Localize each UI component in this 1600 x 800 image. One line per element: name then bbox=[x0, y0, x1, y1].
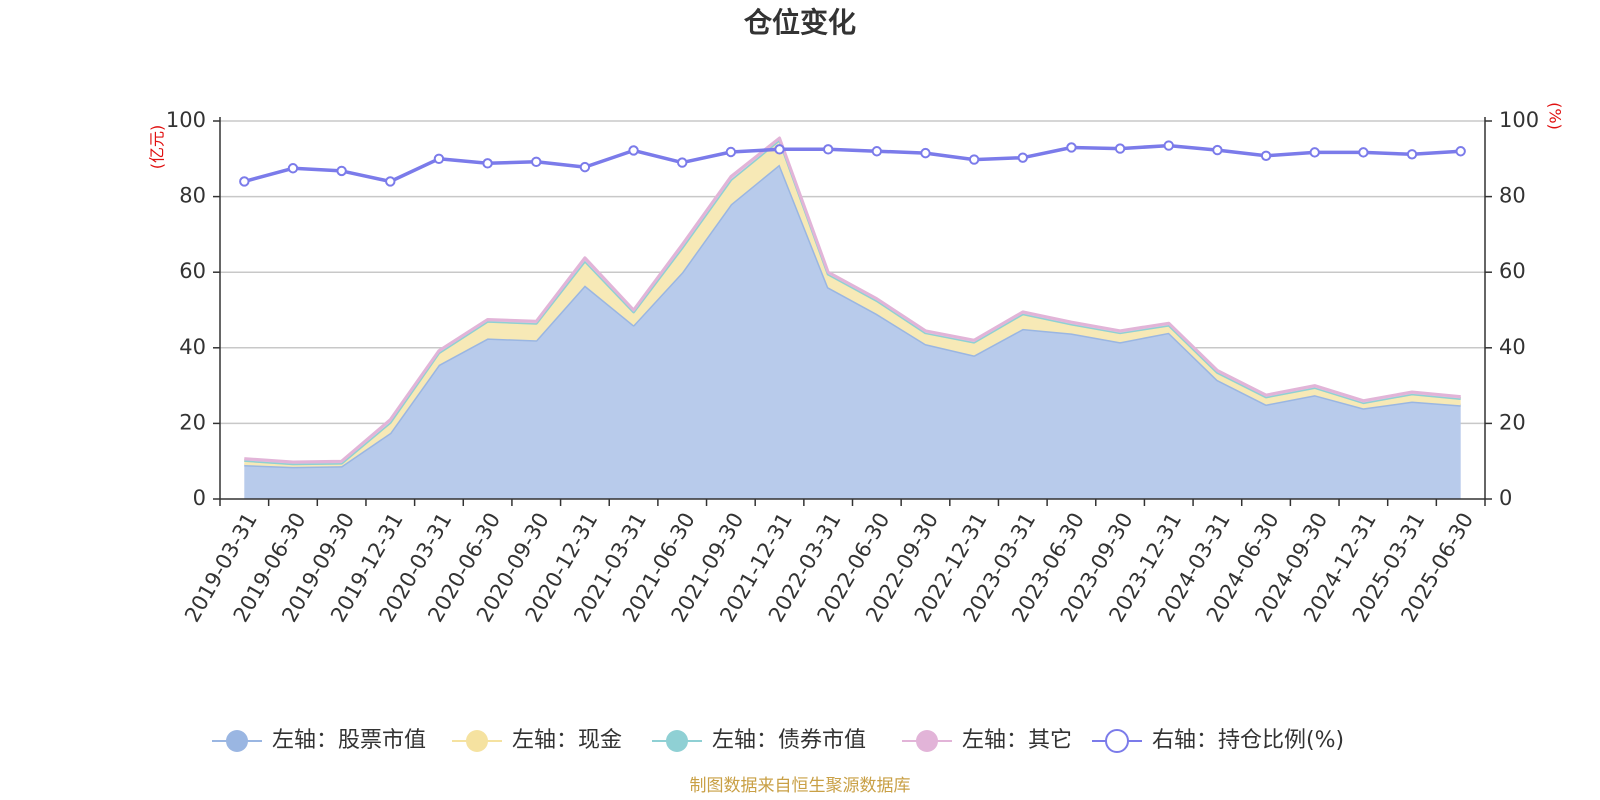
holding-ratio-series bbox=[239, 140, 1466, 187]
ratio-point bbox=[385, 176, 396, 187]
chart-title: 仓位变化 bbox=[744, 6, 856, 39]
right-axis-tick-label: 40 bbox=[1499, 335, 1526, 359]
ratio-point bbox=[822, 144, 834, 155]
ratio-point bbox=[1260, 150, 1272, 161]
ratio-point bbox=[287, 163, 299, 174]
right-axis-tick-label: 20 bbox=[1499, 410, 1526, 434]
left-axis-tick-label: 40 bbox=[179, 335, 206, 359]
ratio-point bbox=[920, 147, 931, 159]
legend-label-2: 左轴：债券市值 bbox=[712, 728, 866, 753]
ratio-point bbox=[1406, 149, 1418, 160]
ratio-point bbox=[531, 156, 542, 168]
ratio-point bbox=[579, 161, 591, 173]
legend-marker-0 bbox=[226, 730, 248, 752]
legend-label-4: 右轴：持仓比例(%) bbox=[1152, 728, 1344, 753]
legend-marker-3 bbox=[916, 730, 938, 752]
ratio-point bbox=[482, 158, 493, 169]
ratio-point bbox=[1017, 152, 1028, 163]
legend-label-3: 左轴：其它 bbox=[962, 728, 1072, 753]
legend: 左轴：股票市值 左轴：现金 左轴：债券市值 左轴：其它 右轴：持仓比例(%) bbox=[212, 728, 1344, 753]
area-series-line-3 bbox=[244, 136, 1461, 464]
legend-marker-1 bbox=[466, 730, 488, 752]
left-axis-unit: (亿元) bbox=[148, 125, 167, 170]
ratio-point bbox=[725, 146, 737, 158]
ratio-point bbox=[1309, 147, 1320, 158]
left-axis-tick-label: 20 bbox=[179, 410, 206, 434]
ratio-point bbox=[871, 146, 883, 157]
right-axis-tick-label: 60 bbox=[1499, 259, 1526, 283]
right-axis-unit: (%) bbox=[1546, 102, 1565, 130]
left-axis-tick-label: 80 bbox=[179, 184, 206, 208]
ratio-point bbox=[239, 176, 250, 187]
left-axis-tick-label: 100 bbox=[166, 108, 206, 132]
ratio-point bbox=[336, 165, 347, 177]
data-source-note: 制图数据来自恒生聚源数据库 bbox=[690, 776, 911, 796]
ratio-point bbox=[1212, 144, 1223, 156]
right-axis-tick-label: 80 bbox=[1499, 184, 1526, 208]
right-axis-tick-label: 0 bbox=[1499, 486, 1512, 510]
left-axis-tick-label: 0 bbox=[193, 486, 206, 510]
right-axis-tick-label: 100 bbox=[1499, 108, 1539, 132]
ratio-point bbox=[1358, 147, 1369, 158]
legend-marker-4 bbox=[1105, 729, 1129, 753]
ratio-point bbox=[1455, 146, 1466, 157]
ratio-point bbox=[677, 157, 688, 168]
stacked-areas bbox=[244, 136, 1461, 499]
ratio-point bbox=[628, 145, 639, 156]
ratio-point bbox=[1066, 142, 1077, 153]
ratio-point bbox=[968, 154, 980, 165]
legend-label-0: 左轴：股票市值 bbox=[272, 728, 426, 753]
legend-marker-2 bbox=[666, 730, 688, 752]
area-series-0 bbox=[244, 164, 1461, 499]
ratio-point bbox=[774, 144, 785, 155]
ratio-point bbox=[433, 153, 445, 165]
legend-label-1: 左轴：现金 bbox=[512, 728, 622, 753]
left-axis-tick-label: 60 bbox=[179, 259, 206, 283]
ratio-line bbox=[243, 143, 1461, 184]
ratio-point bbox=[1114, 143, 1126, 154]
ratio-point bbox=[1163, 140, 1174, 151]
